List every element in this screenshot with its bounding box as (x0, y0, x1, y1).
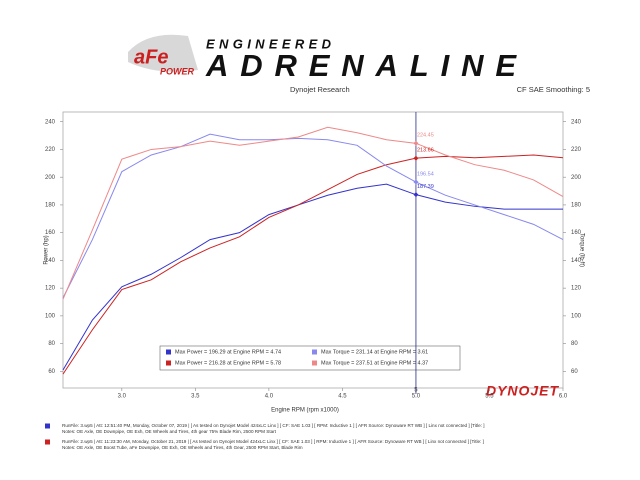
y-tick-label: 140 (45, 258, 56, 264)
y2-tick-label: 140 (571, 258, 582, 264)
series-line (62, 154, 564, 375)
run-line: RunFile: 3.wp5 | Att: 12:51:40 PM, Monda… (62, 423, 485, 428)
x-tick-label: 4.5 (338, 394, 347, 400)
cursor-value: 187.39 (417, 184, 434, 190)
y2-tick-label: 60 (571, 369, 578, 375)
y-tick-label: 100 (45, 313, 56, 319)
y-axis-label: Power (hp) (44, 235, 50, 264)
cursor-marker (413, 155, 419, 161)
x-tick-label: 6.0 (559, 394, 568, 400)
legend-box (159, 345, 461, 371)
y-tick-label: 120 (45, 286, 56, 292)
cursor-marker (413, 179, 419, 185)
logo-swoosh (128, 34, 198, 72)
legend-swatch (166, 349, 171, 355)
y2-tick-label: 80 (571, 341, 578, 347)
y2-tick-label: 220 (571, 147, 582, 153)
y-tick-label: 160 (45, 230, 56, 236)
legend-label: Max Torque = 231.14 at Engine RPM = 3.61 (321, 349, 428, 355)
run-swatch (45, 423, 50, 429)
y2-tick-label: 160 (571, 230, 582, 236)
tagline: ADRENALINE (205, 48, 517, 83)
run-notes: Notes: OE Axle, OE Downpipe, OE Exh, OE … (62, 429, 277, 434)
x-tick-label: 3.0 (118, 394, 127, 400)
y-tick-label: 60 (48, 369, 55, 375)
y2-tick-label: 240 (571, 119, 582, 125)
cursor-label: 5 (414, 388, 418, 394)
y-tick-label: 220 (45, 147, 56, 153)
y-tick-label: 240 (45, 119, 56, 125)
series-line (62, 126, 564, 300)
run-notes: Notes: OE Axle, OE Boost Tube, aFe Downp… (62, 445, 303, 450)
run-line: RunFile: 2.wp5 | Att: 11:23:30 AM, Monda… (62, 439, 484, 444)
x-axis-label: Engine RPM (rpm x1000) (271, 408, 339, 414)
y-tick-label: 180 (45, 203, 56, 209)
cursor-marker (413, 140, 419, 146)
x-tick-label: 4.0 (265, 394, 274, 400)
y2-axis-label: Torque (lb-ft) (578, 233, 584, 267)
chart-subtitle: CF SAE Smoothing: 5 (517, 85, 590, 94)
x-tick-label: 5.0 (412, 394, 421, 400)
y-tick-label: 80 (48, 341, 55, 347)
x-tick-label: 3.5 (191, 394, 200, 400)
x-tick-label: 5.5 (485, 394, 494, 400)
chart-title: Dynojet Research (290, 85, 350, 94)
brand: aFe (134, 46, 168, 68)
y2-tick-label: 100 (571, 313, 582, 319)
cursor-value: 196.54 (417, 171, 434, 177)
legend-label: Max Power = 216.28 at Engine RPM = 5.78 (175, 360, 281, 366)
cursor-marker (413, 192, 419, 198)
legend-label: Max Power = 196.29 at Engine RPM = 4.74 (175, 349, 281, 355)
y2-tick-label: 120 (571, 286, 582, 292)
legend-swatch (312, 360, 317, 366)
series-line (62, 133, 564, 299)
legend-swatch (312, 349, 317, 355)
cursor-value: 213.66 (417, 148, 434, 154)
legend-swatch (166, 360, 171, 366)
legend-label: Max Torque = 237.51 at Engine RPM = 4.37 (321, 360, 428, 366)
dynojet-logo: DYNOJET (486, 383, 559, 399)
y2-tick-label: 200 (571, 175, 582, 181)
cursor-value: 224.45 (417, 133, 434, 139)
y-tick-label: 200 (45, 175, 56, 181)
tagline-top: ENGINEERED (206, 36, 332, 51)
brand-sub: POWER (160, 66, 195, 76)
run-swatch (45, 439, 50, 445)
y2-tick-label: 180 (571, 203, 582, 209)
